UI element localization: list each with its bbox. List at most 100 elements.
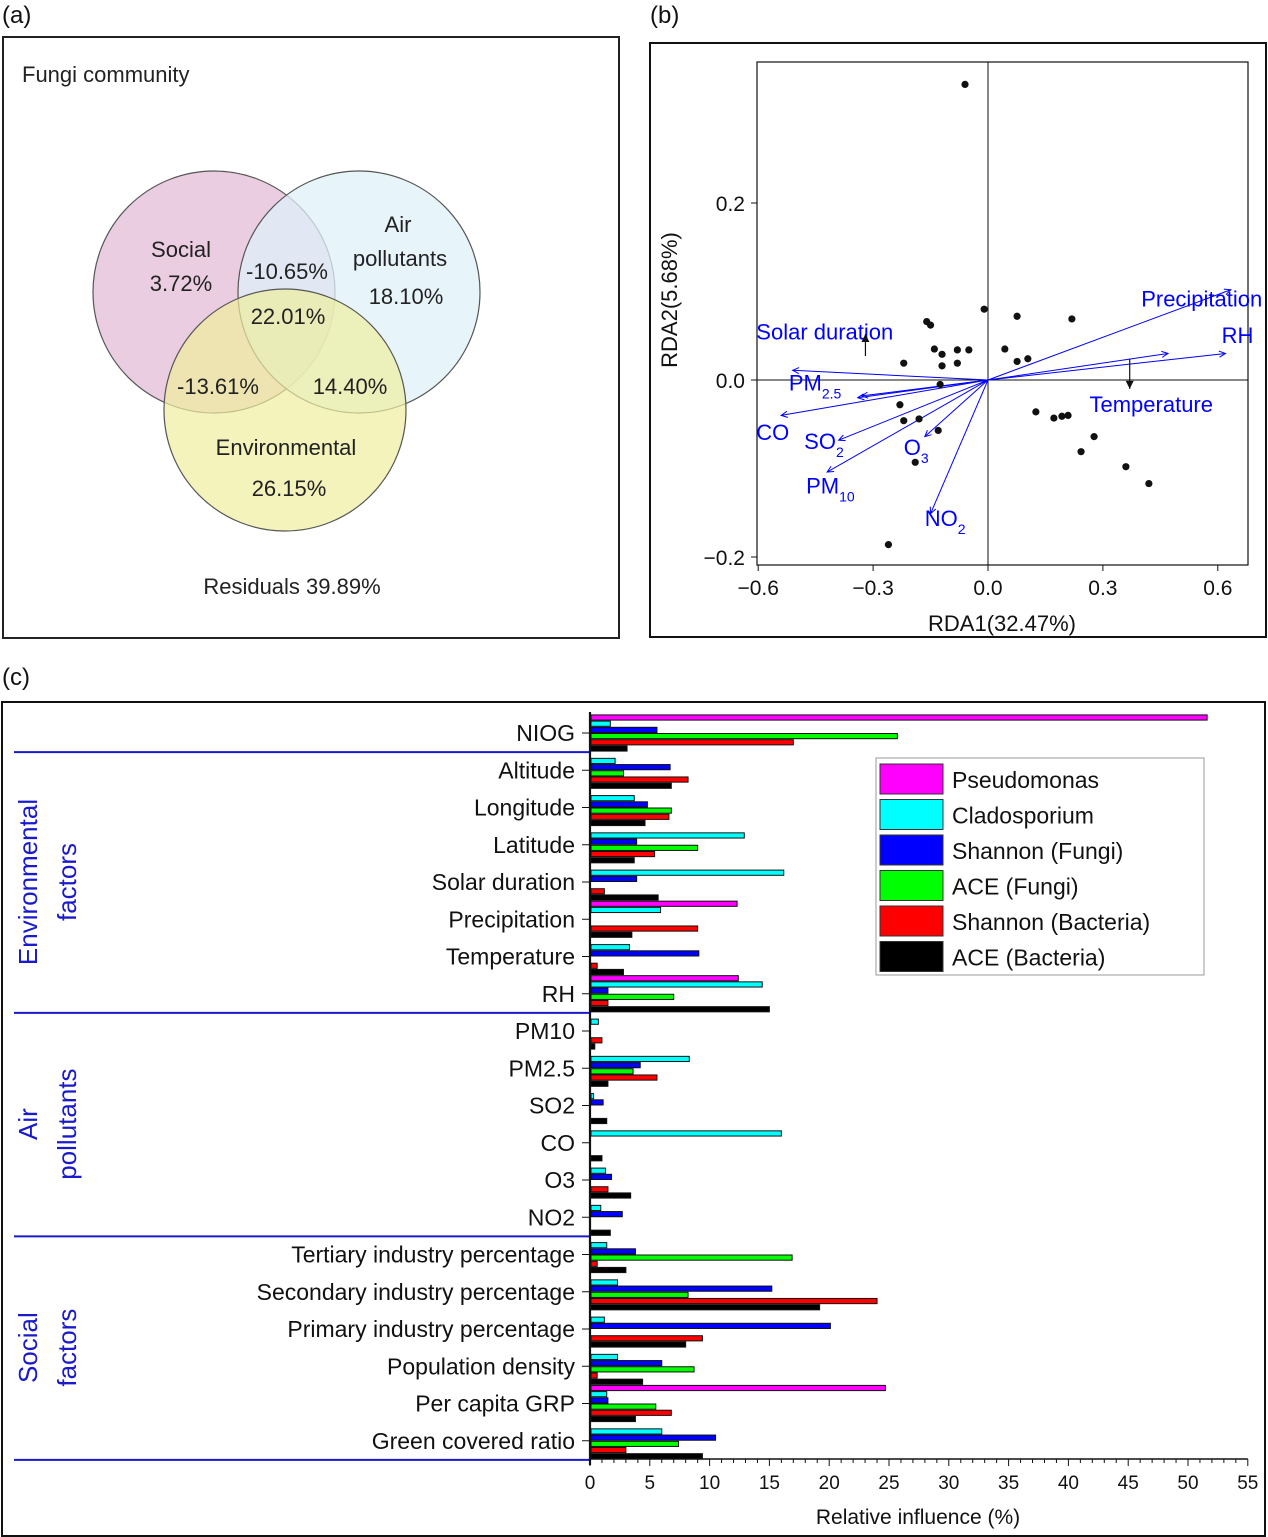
rda-arrow-label: RH <box>1222 323 1254 348</box>
rda-point <box>953 359 961 367</box>
rda-point <box>961 80 969 89</box>
bar-group-label-line1: Social <box>13 1312 43 1383</box>
bar-category-label: SO2 <box>529 1093 575 1119</box>
bar <box>590 1409 672 1416</box>
rda-y-tick-label: 0.2 <box>716 193 745 216</box>
bar <box>590 1366 695 1373</box>
bar-legend-swatch <box>879 763 944 795</box>
bar-category-label: Per capita GRP <box>415 1391 575 1417</box>
rda-arrow <box>930 379 989 514</box>
rda-point <box>1077 448 1085 456</box>
panel-b-label: (b) <box>650 2 680 29</box>
bar <box>590 1099 604 1106</box>
bar <box>590 900 738 907</box>
bar-category-label: Latitude <box>493 832 575 858</box>
bar-legend-swatch <box>879 941 944 972</box>
bar-x-tick-label: 35 <box>998 1473 1019 1494</box>
bar <box>590 1211 623 1218</box>
bar <box>590 925 699 932</box>
bar-x-tick-label: 45 <box>1118 1473 1139 1494</box>
bar <box>590 838 638 845</box>
bar <box>590 950 700 957</box>
rda-y-tick-label: 0.0 <box>716 370 745 393</box>
rda-point <box>884 541 893 549</box>
bar <box>590 1192 632 1199</box>
bar <box>590 1316 605 1323</box>
bar <box>590 875 638 882</box>
rda-arrow <box>987 352 1226 381</box>
bar <box>590 739 794 746</box>
bar <box>590 807 672 814</box>
venn-title: Fungi community <box>22 62 190 87</box>
bar <box>590 1055 690 1063</box>
bar <box>590 1018 599 1025</box>
bar-category-label: O3 <box>544 1167 575 1193</box>
bar-x-tick-label: 0 <box>585 1473 596 1494</box>
rda-y-tick-label: −0.2 <box>704 547 745 570</box>
rda-point <box>965 346 973 354</box>
rda-point <box>900 359 908 367</box>
rda-point <box>1013 357 1021 366</box>
bar <box>590 1130 782 1137</box>
rda-arrow-label: CO <box>756 420 789 445</box>
bar <box>590 1353 619 1361</box>
rda-point <box>1064 411 1072 419</box>
rda-point <box>1145 479 1153 488</box>
bar <box>590 1279 619 1286</box>
rda-arrowhead <box>1223 288 1232 296</box>
rda-arrow <box>987 289 1231 381</box>
bar-category-label: PM10 <box>515 1018 575 1044</box>
bar <box>590 1304 821 1311</box>
bar-category-label: Secondary industry percentage <box>257 1279 575 1305</box>
rda-y-axis-label: RDA2(5.68%) <box>657 232 682 368</box>
bar <box>590 757 616 765</box>
rda-arrow <box>987 352 1169 381</box>
rda-arrowhead <box>1218 350 1227 358</box>
bar-x-tick-label: 30 <box>938 1473 959 1494</box>
bar-category-label: Green covered ratio <box>372 1428 575 1454</box>
rda-arrow-label: PM2.5 <box>789 371 842 402</box>
bar <box>590 1341 687 1348</box>
rda-x-tick-label: −0.3 <box>852 577 893 600</box>
bar <box>590 1186 609 1193</box>
bar <box>590 1043 596 1050</box>
rda-arrow-label: NO2 <box>925 506 966 537</box>
bar-category-label: Tertiary industry percentage <box>291 1242 575 1268</box>
bar <box>590 1266 627 1274</box>
bar-legend-label: Shannon (Bacteria) <box>952 909 1150 935</box>
bar <box>590 832 745 839</box>
venn-residuals: Residuals 39.89% <box>203 574 380 599</box>
rda-point <box>938 350 946 358</box>
bar-x-axis-label: Relative influence (%) <box>816 1506 1020 1529</box>
bar <box>590 1229 611 1236</box>
bar <box>590 1167 607 1174</box>
bar <box>590 1260 598 1267</box>
bar <box>590 770 624 777</box>
bar <box>590 1074 658 1081</box>
venn-air-label-1: Air <box>385 212 412 237</box>
bar-legend-label: ACE (Bacteria) <box>952 945 1105 971</box>
bar <box>590 1173 613 1181</box>
rda-point <box>953 346 961 354</box>
venn-air-label-2: pollutants <box>353 246 447 271</box>
bar-legend-swatch <box>879 870 944 901</box>
rda-x-tick-label: 0.3 <box>1088 577 1117 600</box>
venn-air-env-value: 14.40% <box>313 374 388 399</box>
rda-point <box>936 380 944 389</box>
bar <box>590 975 739 982</box>
rda-point <box>934 426 942 435</box>
bar <box>590 1006 770 1013</box>
bar-category-label: Primary industry percentage <box>287 1316 575 1342</box>
bar-x-tick-label: 20 <box>819 1473 840 1494</box>
rda-point <box>915 415 923 423</box>
rda-point <box>938 362 946 370</box>
bar <box>590 1415 636 1423</box>
bar-group-label-line1: Environmental <box>13 799 43 965</box>
bar <box>590 1080 609 1087</box>
bar-group-label-line2: pollutants <box>52 1068 82 1179</box>
bar-category-label: CO <box>541 1130 576 1156</box>
rda-x-tick-label: 0.0 <box>973 577 1002 600</box>
bar <box>590 1391 608 1398</box>
bar-x-tick-label: 25 <box>878 1473 899 1494</box>
